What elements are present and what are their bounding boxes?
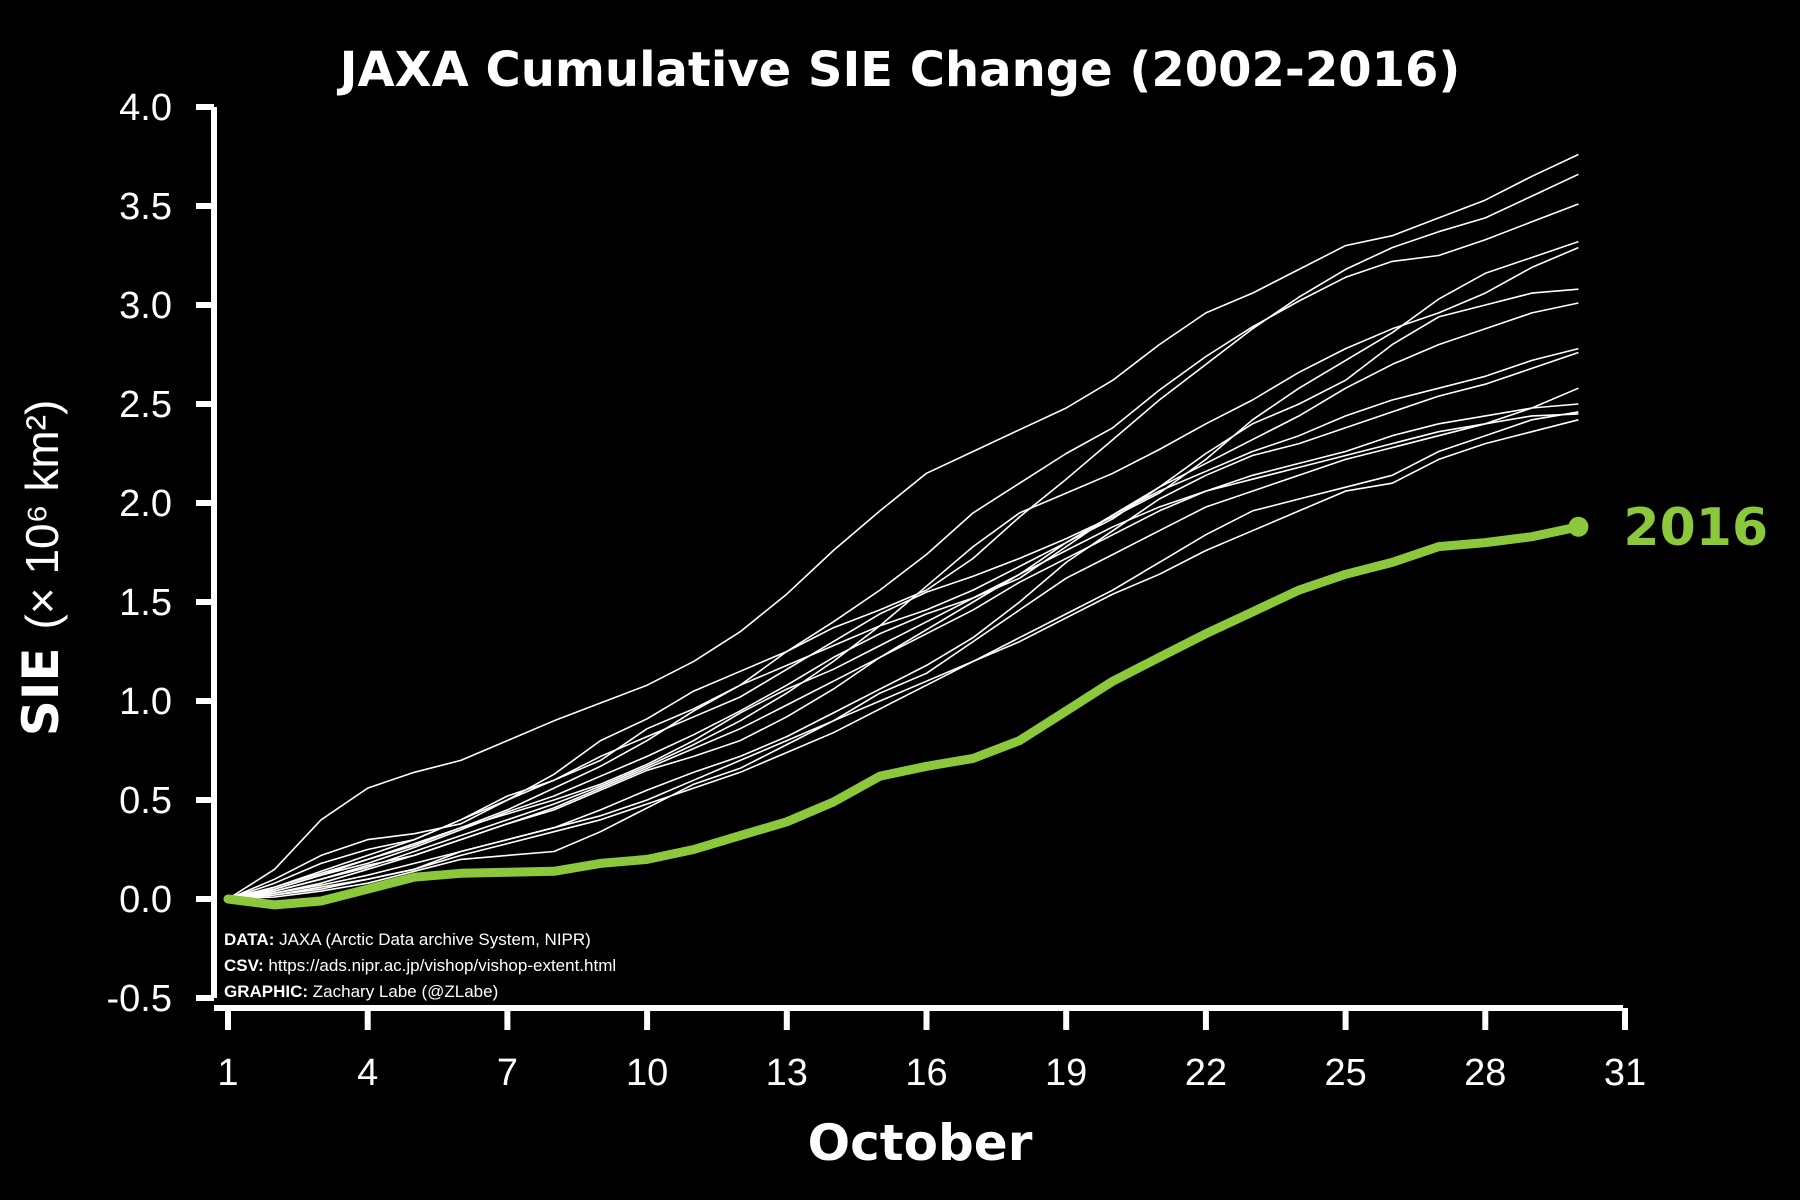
series-line [227,246,1579,900]
y-axis-label-bold: SIE [12,648,70,737]
series-line [227,288,1579,900]
y-tick-label: 3.5 [119,186,172,228]
credit-text: Zachary Labe (@ZLabe) [308,982,498,1001]
x-tick-label: 28 [1464,1052,1506,1094]
credit-text: JAXA (Arctic Data archive System, NIPR) [274,930,590,949]
y-ticks: -0.5 0.0 0.5 1.0 1.5 2.0 2.5 3.0 3.5 4.0 [107,87,214,1020]
credit-key: DATA: [224,930,274,949]
chart-title: JAXA Cumulative SIE Change (2002-2016) [337,42,1461,98]
x-tick-label: 31 [1604,1052,1646,1094]
highlight-year-label: 2016 [1623,498,1768,558]
series-line [227,173,1579,900]
y-axis-label-units: (× 10⁶ km²) [16,400,68,630]
credit-line: CSV: https://ads.nipr.ac.jp/vishop/visho… [224,956,616,975]
y-tick-label: 2.0 [119,483,172,525]
highlight-line [223,522,1583,910]
x-tick-label: 1 [217,1052,238,1094]
y-tick-label: 3.0 [119,285,172,327]
series-line [227,153,1579,900]
x-tick-label: 13 [766,1052,808,1094]
x-axis-label: October [808,1114,1033,1172]
credit-key: CSV: [224,956,264,975]
credit-text: https://ads.nipr.ac.jp/vishop/vishop-ext… [264,956,616,975]
series-line [227,413,1579,900]
x-tick-label: 4 [357,1052,378,1094]
series-line [227,302,1579,900]
series-line [227,347,1579,900]
y-tick-label: 0.5 [119,780,172,822]
highlight-end-point [1568,516,1589,537]
y-tick-label: 2.5 [119,384,172,426]
y-tick-label: 1.5 [119,582,172,624]
x-tick-label: 25 [1324,1052,1366,1094]
credits: DATA: JAXA (Arctic Data archive System, … [224,930,616,1001]
series-line [227,411,1579,900]
x-ticks: 1 4 7 10 13 16 19 22 25 28 31 [217,1008,1646,1094]
axes: -0.50.00.51.01.52.02.53.03.54.0 1 4 7 10 13 1… [107,87,1647,1094]
series-line [227,387,1579,900]
series-line [227,351,1579,900]
x-tick-label: 22 [1185,1052,1227,1094]
credit-key: GRAPHIC: [224,982,308,1001]
series-line [227,403,1579,900]
y-tick-label: -0.5 [107,978,172,1020]
y-tick-label: 0.0 [119,879,172,921]
credit-line: GRAPHIC: Zachary Labe (@ZLabe) [224,982,498,1001]
x-tick-label: 10 [626,1052,668,1094]
series-line [227,419,1579,900]
x-tick-label: 19 [1045,1052,1087,1094]
x-tick-label: 7 [497,1052,518,1094]
highlight-group: 2016 [223,498,1768,910]
series-group [227,153,1579,900]
y-axis-label: SIE (× 10⁶ km²) [12,400,70,737]
y-tick-label: 4.0 [119,87,172,129]
y-tick-label: 1.0 [119,681,172,723]
series-line [227,203,1579,900]
x-tick-label: 16 [905,1052,947,1094]
credit-line: DATA: JAXA (Arctic Data archive System, … [224,930,591,949]
svg-text:SIE (× 10⁶ km²): SIE (× 10⁶ km²) [12,400,70,737]
